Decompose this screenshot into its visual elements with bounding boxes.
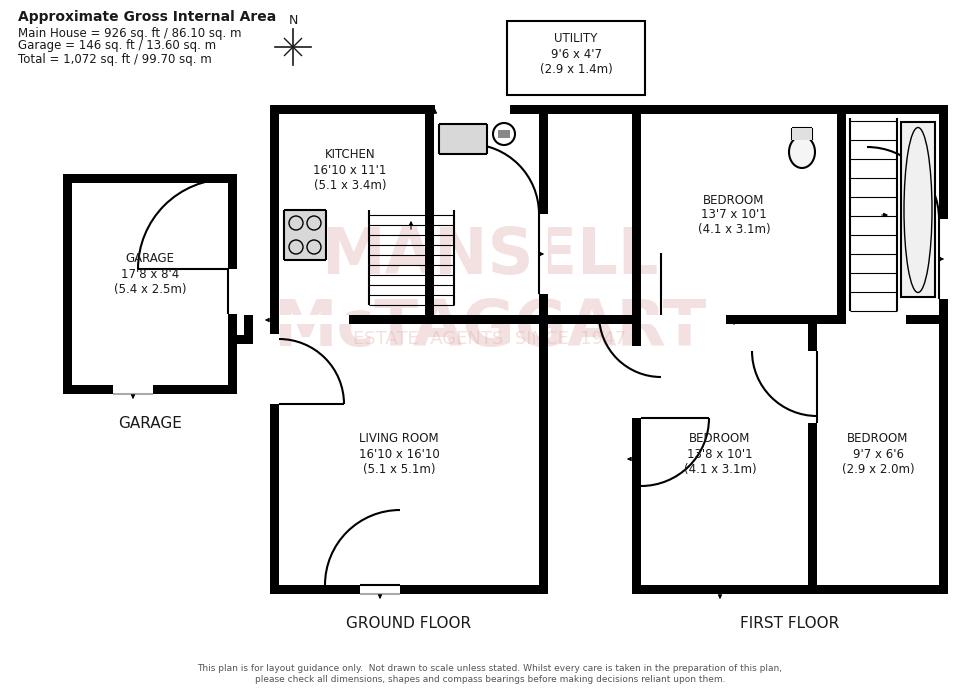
Bar [237,335,253,344]
Bar [661,315,726,324]
Bar [939,219,948,299]
Text: Main House = 926 sq. ft / 86.10 sq. m: Main House = 926 sq. ft / 86.10 sq. m [18,26,241,39]
Bar [939,105,948,594]
Bar [901,122,935,297]
Ellipse shape [789,136,815,168]
Text: This plan is for layout guidance only.  Not drawn to scale unless stated. Whilst: This plan is for layout guidance only. N… [198,664,782,684]
Bar [539,105,548,594]
Text: GARAGE
17'8 x 8'4
(5.4 x 2.5m): GARAGE 17'8 x 8'4 (5.4 x 2.5m) [114,253,186,295]
Bar [539,214,548,294]
Text: BEDROOM
13'7 x 10'1
(4.1 x 3.1m): BEDROOM 13'7 x 10'1 (4.1 x 3.1m) [698,194,770,237]
Bar [498,130,510,138]
Text: GARAGE: GARAGE [118,417,182,432]
Bar [808,324,817,594]
Bar [270,315,548,324]
Bar [539,315,641,324]
Text: Total = 1,072 sq. ft / 99.70 sq. m: Total = 1,072 sq. ft / 99.70 sq. m [18,53,212,66]
Text: N: N [288,15,298,28]
Bar [641,315,661,324]
Bar [792,128,812,140]
Bar [228,314,237,394]
Bar [632,346,641,418]
Bar [439,124,487,154]
Bar [425,114,434,315]
Bar [846,315,906,324]
Text: ESTATE  AGENTS  SINCE  1947: ESTATE AGENTS SINCE 1947 [354,330,626,348]
Bar [279,315,339,324]
Text: FIRST FLOOR: FIRST FLOOR [740,617,840,632]
Bar [270,105,279,594]
Bar [632,105,641,594]
Bar [435,105,510,114]
Bar [270,334,279,404]
Bar [270,105,548,114]
Bar [63,174,237,183]
Bar [284,210,326,260]
Text: UTILITY
9'6 x 4'7
(2.9 x 1.4m): UTILITY 9'6 x 4'7 (2.9 x 1.4m) [540,33,612,75]
Bar [228,174,237,269]
Text: Garage = 146 sq. ft / 13.60 sq. m: Garage = 146 sq. ft / 13.60 sq. m [18,39,217,53]
Bar [270,585,360,594]
Bar [632,105,948,114]
Bar [808,351,817,423]
Text: BEDROOM
9'7 x 6'6
(2.9 x 2.0m): BEDROOM 9'7 x 6'6 (2.9 x 2.0m) [842,432,914,475]
Bar [539,105,641,114]
Text: BEDROOM
13'8 x 10'1
(4.1 x 3.1m): BEDROOM 13'8 x 10'1 (4.1 x 3.1m) [684,432,757,475]
Bar [837,114,846,315]
Text: LIVING ROOM
16'10 x 16'10
(5.1 x 5.1m): LIVING ROOM 16'10 x 16'10 (5.1 x 5.1m) [359,432,439,475]
Bar [632,315,948,324]
Text: GROUND FLOOR: GROUND FLOOR [347,617,471,632]
Bar [63,174,72,394]
Text: KITCHEN
16'10 x 11'1
(5.1 x 3.4m): KITCHEN 16'10 x 11'1 (5.1 x 3.4m) [314,149,387,192]
Bar [279,315,334,324]
Bar [339,315,349,324]
Bar [400,585,548,594]
Bar [507,21,645,95]
Bar [63,385,113,394]
Bar [153,385,237,394]
Bar [244,315,253,335]
Bar [632,585,948,594]
Text: MANSELL
McTAGGART: MANSELL McTAGGART [273,225,707,359]
Text: Approximate Gross Internal Area: Approximate Gross Internal Area [18,10,276,24]
